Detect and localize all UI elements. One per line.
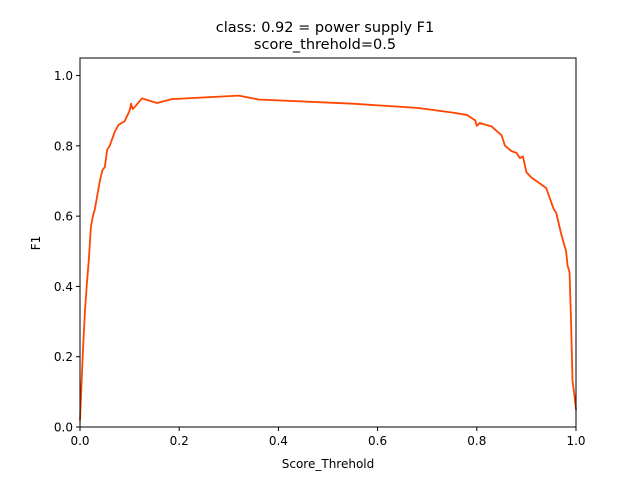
y-tick-label: 0.0	[54, 421, 73, 435]
x-tick-label: 0.0	[70, 434, 89, 448]
y-axis-label: F1	[29, 236, 43, 251]
x-tick-label: 1.0	[566, 434, 585, 448]
x-tick-label: 0.8	[467, 434, 486, 448]
chart-title: class: 0.92 = power supply F1	[216, 20, 435, 36]
x-axis-label: Score_Threhold	[282, 457, 375, 471]
chart-subtitle: score_threhold=0.5	[254, 37, 396, 53]
x-tick-label: 0.2	[170, 434, 189, 448]
x-tick-label: 0.4	[269, 434, 288, 448]
y-tick-label: 0.8	[54, 139, 73, 153]
f1-series-line	[79, 94, 577, 421]
y-tick-label: 0.6	[54, 210, 73, 224]
y-tick-label: 0.4	[54, 280, 73, 294]
y-tick-label: 1.0	[54, 69, 73, 83]
x-tick-label: 0.6	[368, 434, 387, 448]
axes-frame	[79, 57, 577, 428]
plot-area: 0.0 0.2 0.4 0.6 0.8 1.0 0.0 0.2 0.4 0.6 0.8 1.0	[54, 57, 586, 448]
y-tick-label: 0.2	[54, 350, 73, 364]
